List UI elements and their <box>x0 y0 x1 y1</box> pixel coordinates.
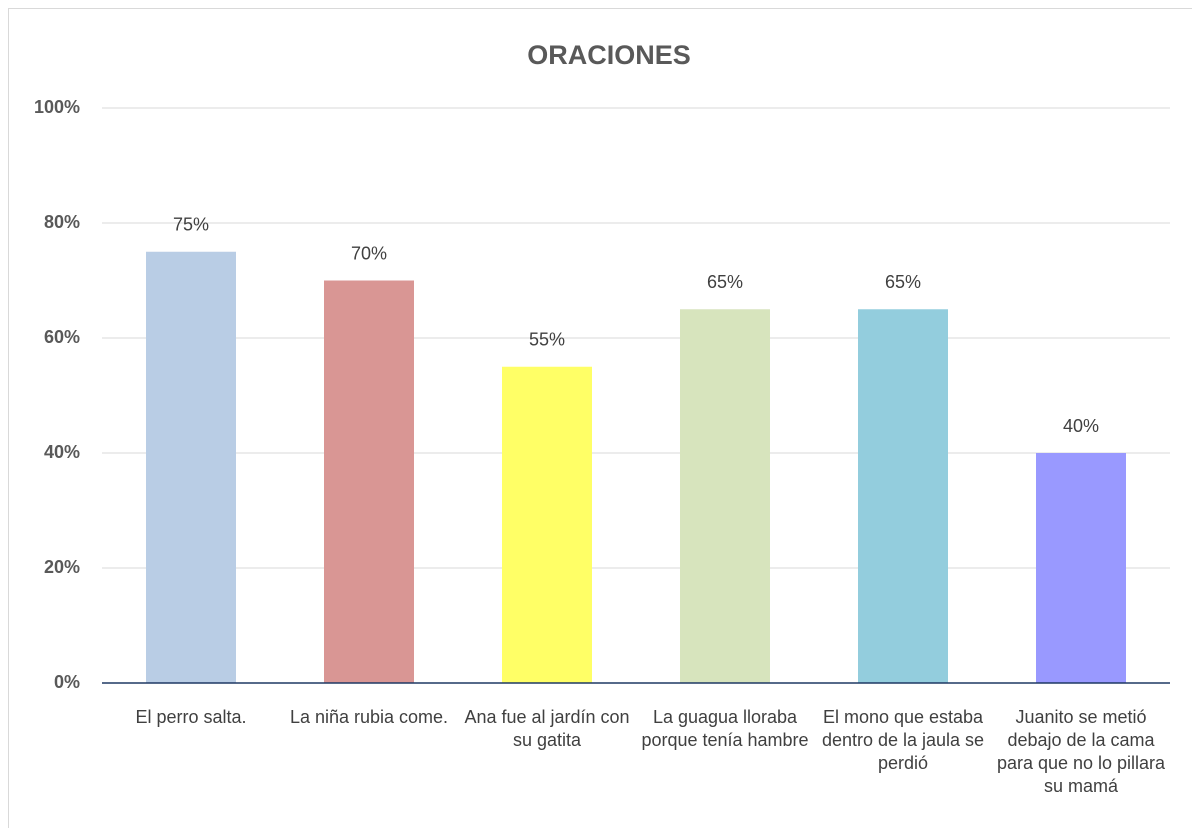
y-tick-label: 80% <box>44 212 80 232</box>
y-tick-label: 0% <box>54 672 80 692</box>
data-label: 70% <box>351 243 387 263</box>
x-tick-label: El mono que estaba dentro de la jaula se… <box>821 707 985 773</box>
data-label: 55% <box>529 330 565 350</box>
y-tick-label: 60% <box>44 327 80 347</box>
data-label: 40% <box>1063 416 1099 436</box>
x-tick-label: Ana fue al jardín con su gatita <box>464 707 630 750</box>
y-tick-label: 100% <box>34 97 80 117</box>
x-tick-label: El perro salta. <box>135 707 247 727</box>
bar <box>502 366 592 683</box>
bar <box>1036 453 1126 683</box>
chart-title: ORACIONES <box>527 40 691 70</box>
x-tick-label: Juanito se metió debajo de la cama para … <box>996 707 1166 796</box>
y-tick-label: 20% <box>44 557 80 577</box>
bar <box>858 309 948 683</box>
data-label: 65% <box>707 272 743 292</box>
x-tick-label: La guagua lloraba porque tenía hambre <box>641 707 809 750</box>
bar <box>146 251 236 683</box>
data-label: 75% <box>173 215 209 235</box>
bar <box>324 280 414 683</box>
y-tick-label: 40% <box>44 442 80 462</box>
data-label: 65% <box>885 272 921 292</box>
x-tick-label: La niña rubia come. <box>289 707 449 727</box>
bar <box>680 309 770 683</box>
